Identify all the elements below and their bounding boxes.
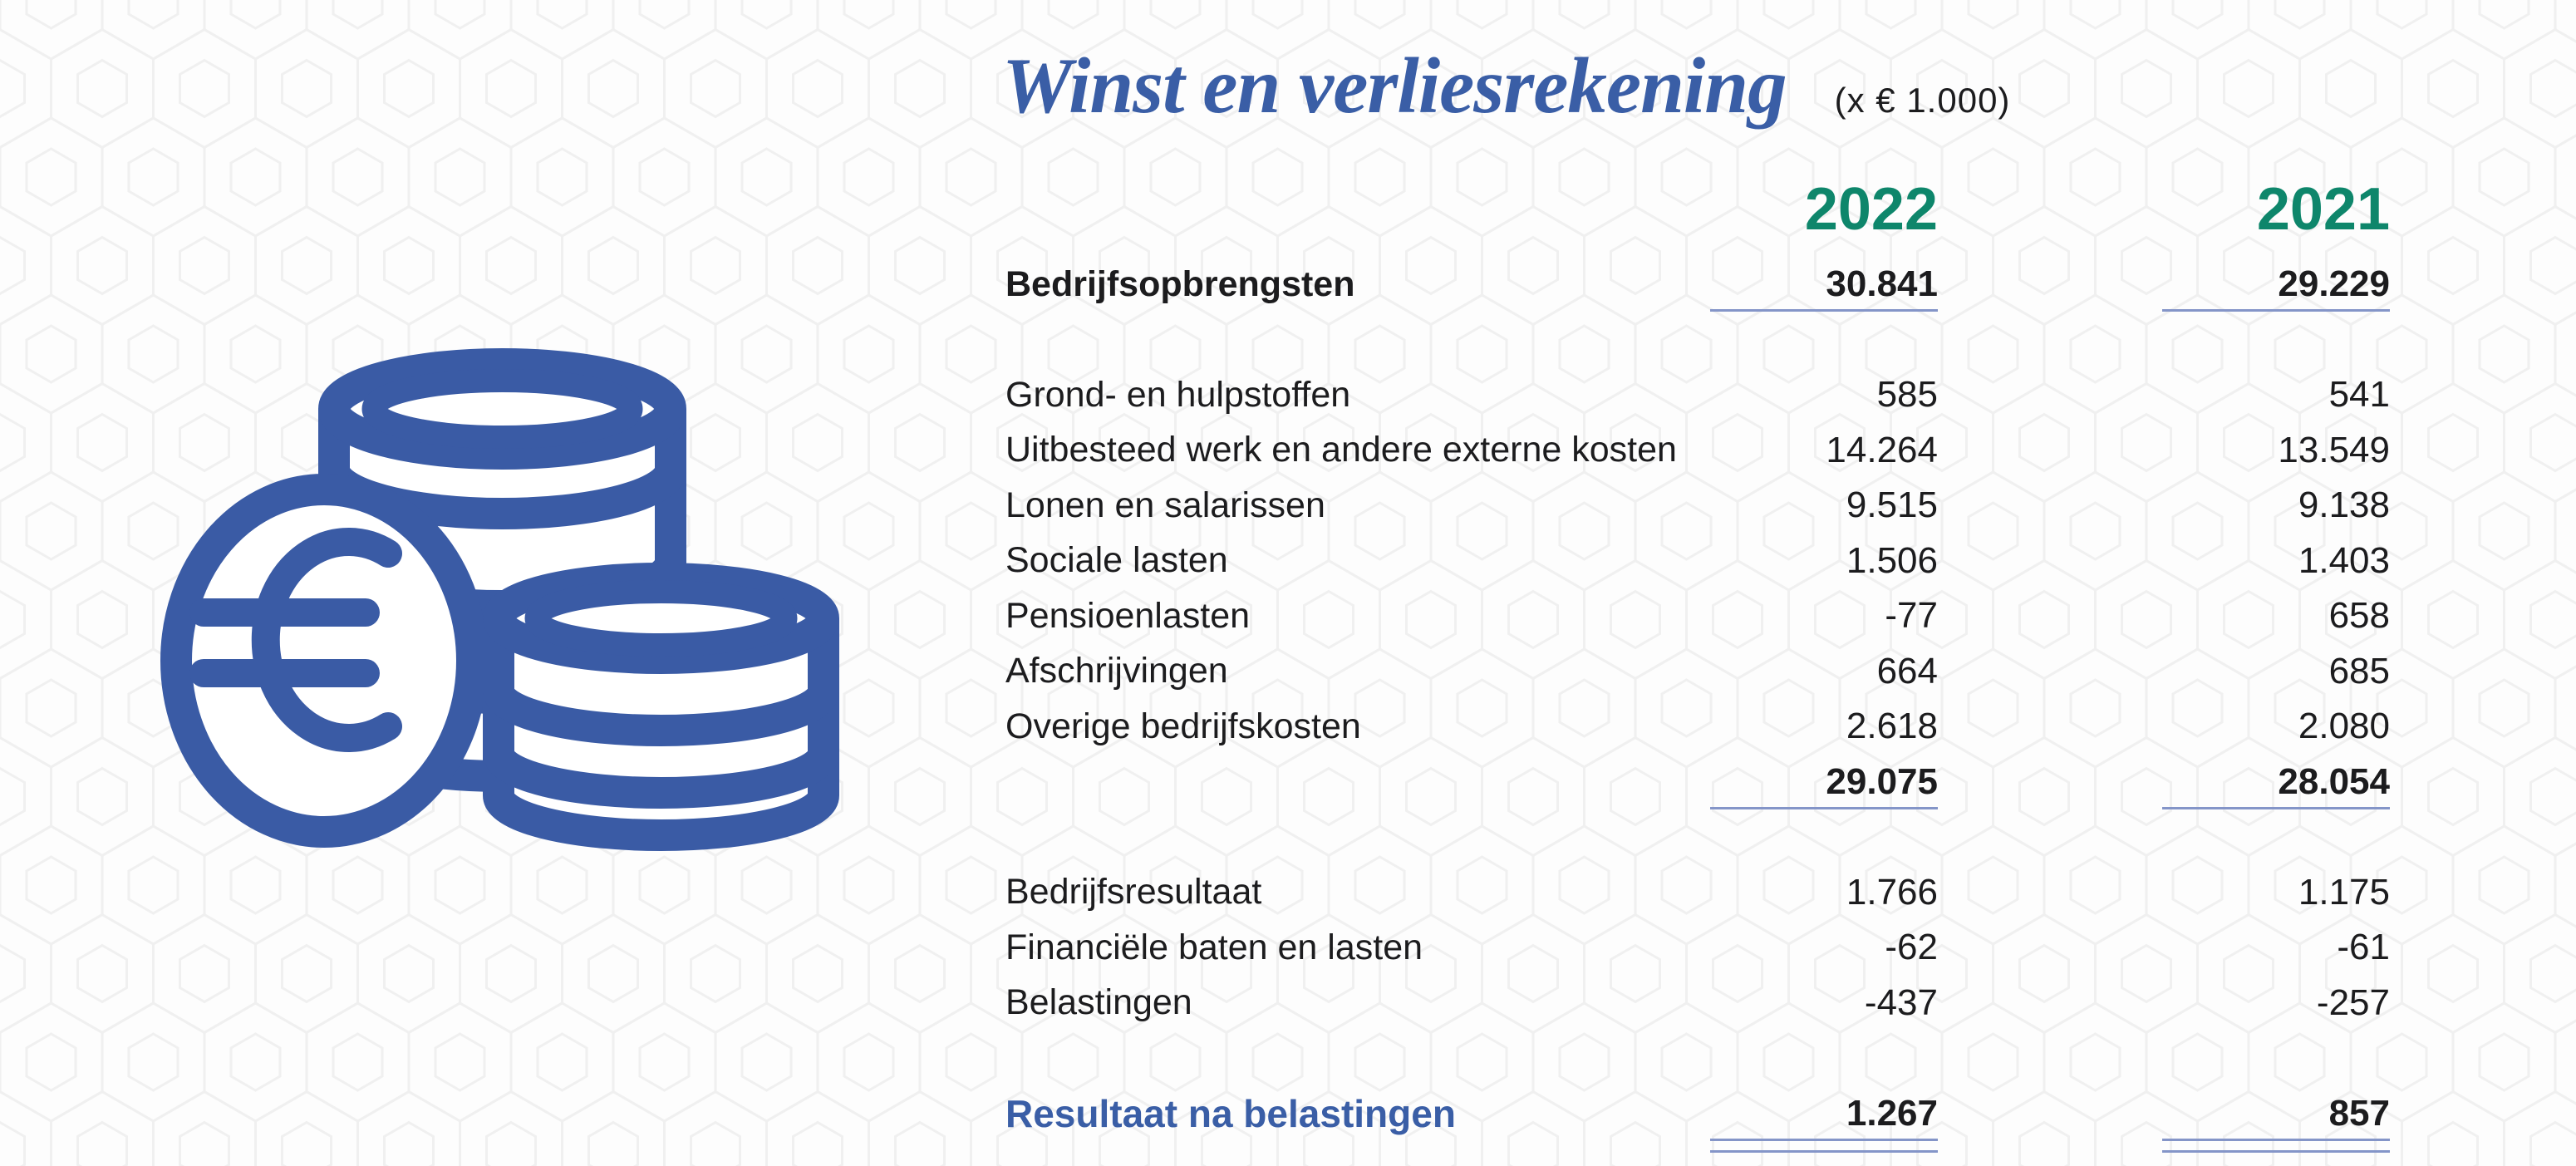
table-row: Lonen en salarissen 9.515 9.138 <box>1005 478 2390 534</box>
table-row: Grond- en hulpstoffen 585 541 <box>1005 367 2390 423</box>
table-row: Afschrijvingen 664 685 <box>1005 644 2390 700</box>
row-value-2021: 658 <box>2328 595 2390 637</box>
row-label: Grond- en hulpstoffen <box>1005 374 1351 415</box>
euro-coins-icon <box>160 348 839 851</box>
table-rows: Bedrijfsopbrengsten 30.841 29.229 Grond- en… <box>1005 257 2390 1153</box>
table-row: Sociale lasten 1.506 1.403 <box>1005 534 2390 589</box>
column-header-2022: 2022 <box>1804 176 1938 243</box>
row-value-2022: 14.264 <box>1826 429 1938 470</box>
table-row: Overige bedrijfskosten 2.618 2.080 <box>1005 699 2390 755</box>
table-row: Pensioenlasten -77 658 <box>1005 588 2390 644</box>
table-row: Bedrijfsresultaat 1.766 1.175 <box>1005 865 2390 921</box>
row-label: Pensioenlasten <box>1005 595 1251 636</box>
year-header-row: 2022 2021 <box>1005 162 2390 257</box>
table-row: Uitbesteed werk en andere externe kosten… <box>1005 423 2390 479</box>
row-value-2022: 585 <box>1876 374 1938 416</box>
column-header-2021: 2021 <box>2256 176 2390 243</box>
euro-symbol <box>189 528 402 752</box>
table-row: Resultaat na belastingen 1.267 857 <box>1005 1086 2390 1153</box>
row-value-2022: 2.618 <box>1846 706 1938 747</box>
unit-note: (x € 1.000) <box>1834 81 2011 120</box>
row-value-2022: -77 <box>1885 595 1938 637</box>
row-label: Resultaat na belastingen <box>1005 1091 1456 1135</box>
table-row: Bedrijfsopbrengsten 30.841 29.229 <box>1005 257 2390 312</box>
title-row: Winst en verliesrekening (x € 1.000) <box>1002 47 2010 125</box>
spacer-row <box>1005 312 2390 368</box>
row-value-2021: 541 <box>2328 374 2390 416</box>
table-row: Financiële baten en lasten -62 -61 <box>1005 920 2390 976</box>
row-label: Sociale lasten <box>1005 540 1228 581</box>
row-value-2021: 685 <box>2328 650 2390 691</box>
row-label: Belastingen <box>1005 982 1192 1023</box>
page-title: Winst en verliesrekening <box>1002 42 1787 130</box>
row-value-2021: -257 <box>2316 982 2390 1023</box>
row-label: Financiële baten en lasten <box>1005 927 1423 967</box>
profit-loss-table: 2022 2021 Bedrijfsopbrengsten 30.841 29.22… <box>1005 162 2390 1153</box>
row-value-2021: 857 <box>1974 1086 2390 1153</box>
row-value-2022: -437 <box>1864 982 1938 1023</box>
row-value-2021: 2.080 <box>2298 706 2390 747</box>
row-label: Uitbesteed werk en andere externe kosten <box>1005 430 1677 470</box>
table-row: Belastingen -437 -257 <box>1005 976 2390 1031</box>
row-value-2022: 9.515 <box>1846 485 1938 526</box>
table-row: 29.075 28.054 <box>1005 755 2390 810</box>
row-value-2021: 1.175 <box>2298 871 2390 913</box>
row-value-2022: 30.841 <box>1522 257 1938 312</box>
row-label: Overige bedrijfskosten <box>1005 706 1361 746</box>
row-value-2021: 29.229 <box>1974 257 2390 312</box>
spacer-row <box>1005 809 2390 865</box>
row-label: Bedrijfsresultaat <box>1005 872 1262 913</box>
row-label: Afschrijvingen <box>1005 651 1228 691</box>
row-value-2021: 13.549 <box>2278 429 2390 470</box>
row-label: Lonen en salarissen <box>1005 485 1325 525</box>
row-value-2021: 28.054 <box>1974 755 2390 810</box>
row-value-2022: 664 <box>1876 650 1938 691</box>
row-value-2022: 1.267 <box>1522 1086 1938 1153</box>
row-value-2021: 1.403 <box>2298 539 2390 581</box>
row-label: Bedrijfsopbrengsten <box>1005 263 1355 304</box>
row-value-2022: 1.766 <box>1846 871 1938 913</box>
row-value-2022: -62 <box>1885 927 1938 968</box>
row-value-2021: -61 <box>2337 927 2390 968</box>
row-value-2022: 29.075 <box>1522 755 1938 810</box>
row-value-2022: 1.506 <box>1846 539 1938 581</box>
spacer-row <box>1005 1031 2390 1086</box>
row-value-2021: 9.138 <box>2298 485 2390 526</box>
